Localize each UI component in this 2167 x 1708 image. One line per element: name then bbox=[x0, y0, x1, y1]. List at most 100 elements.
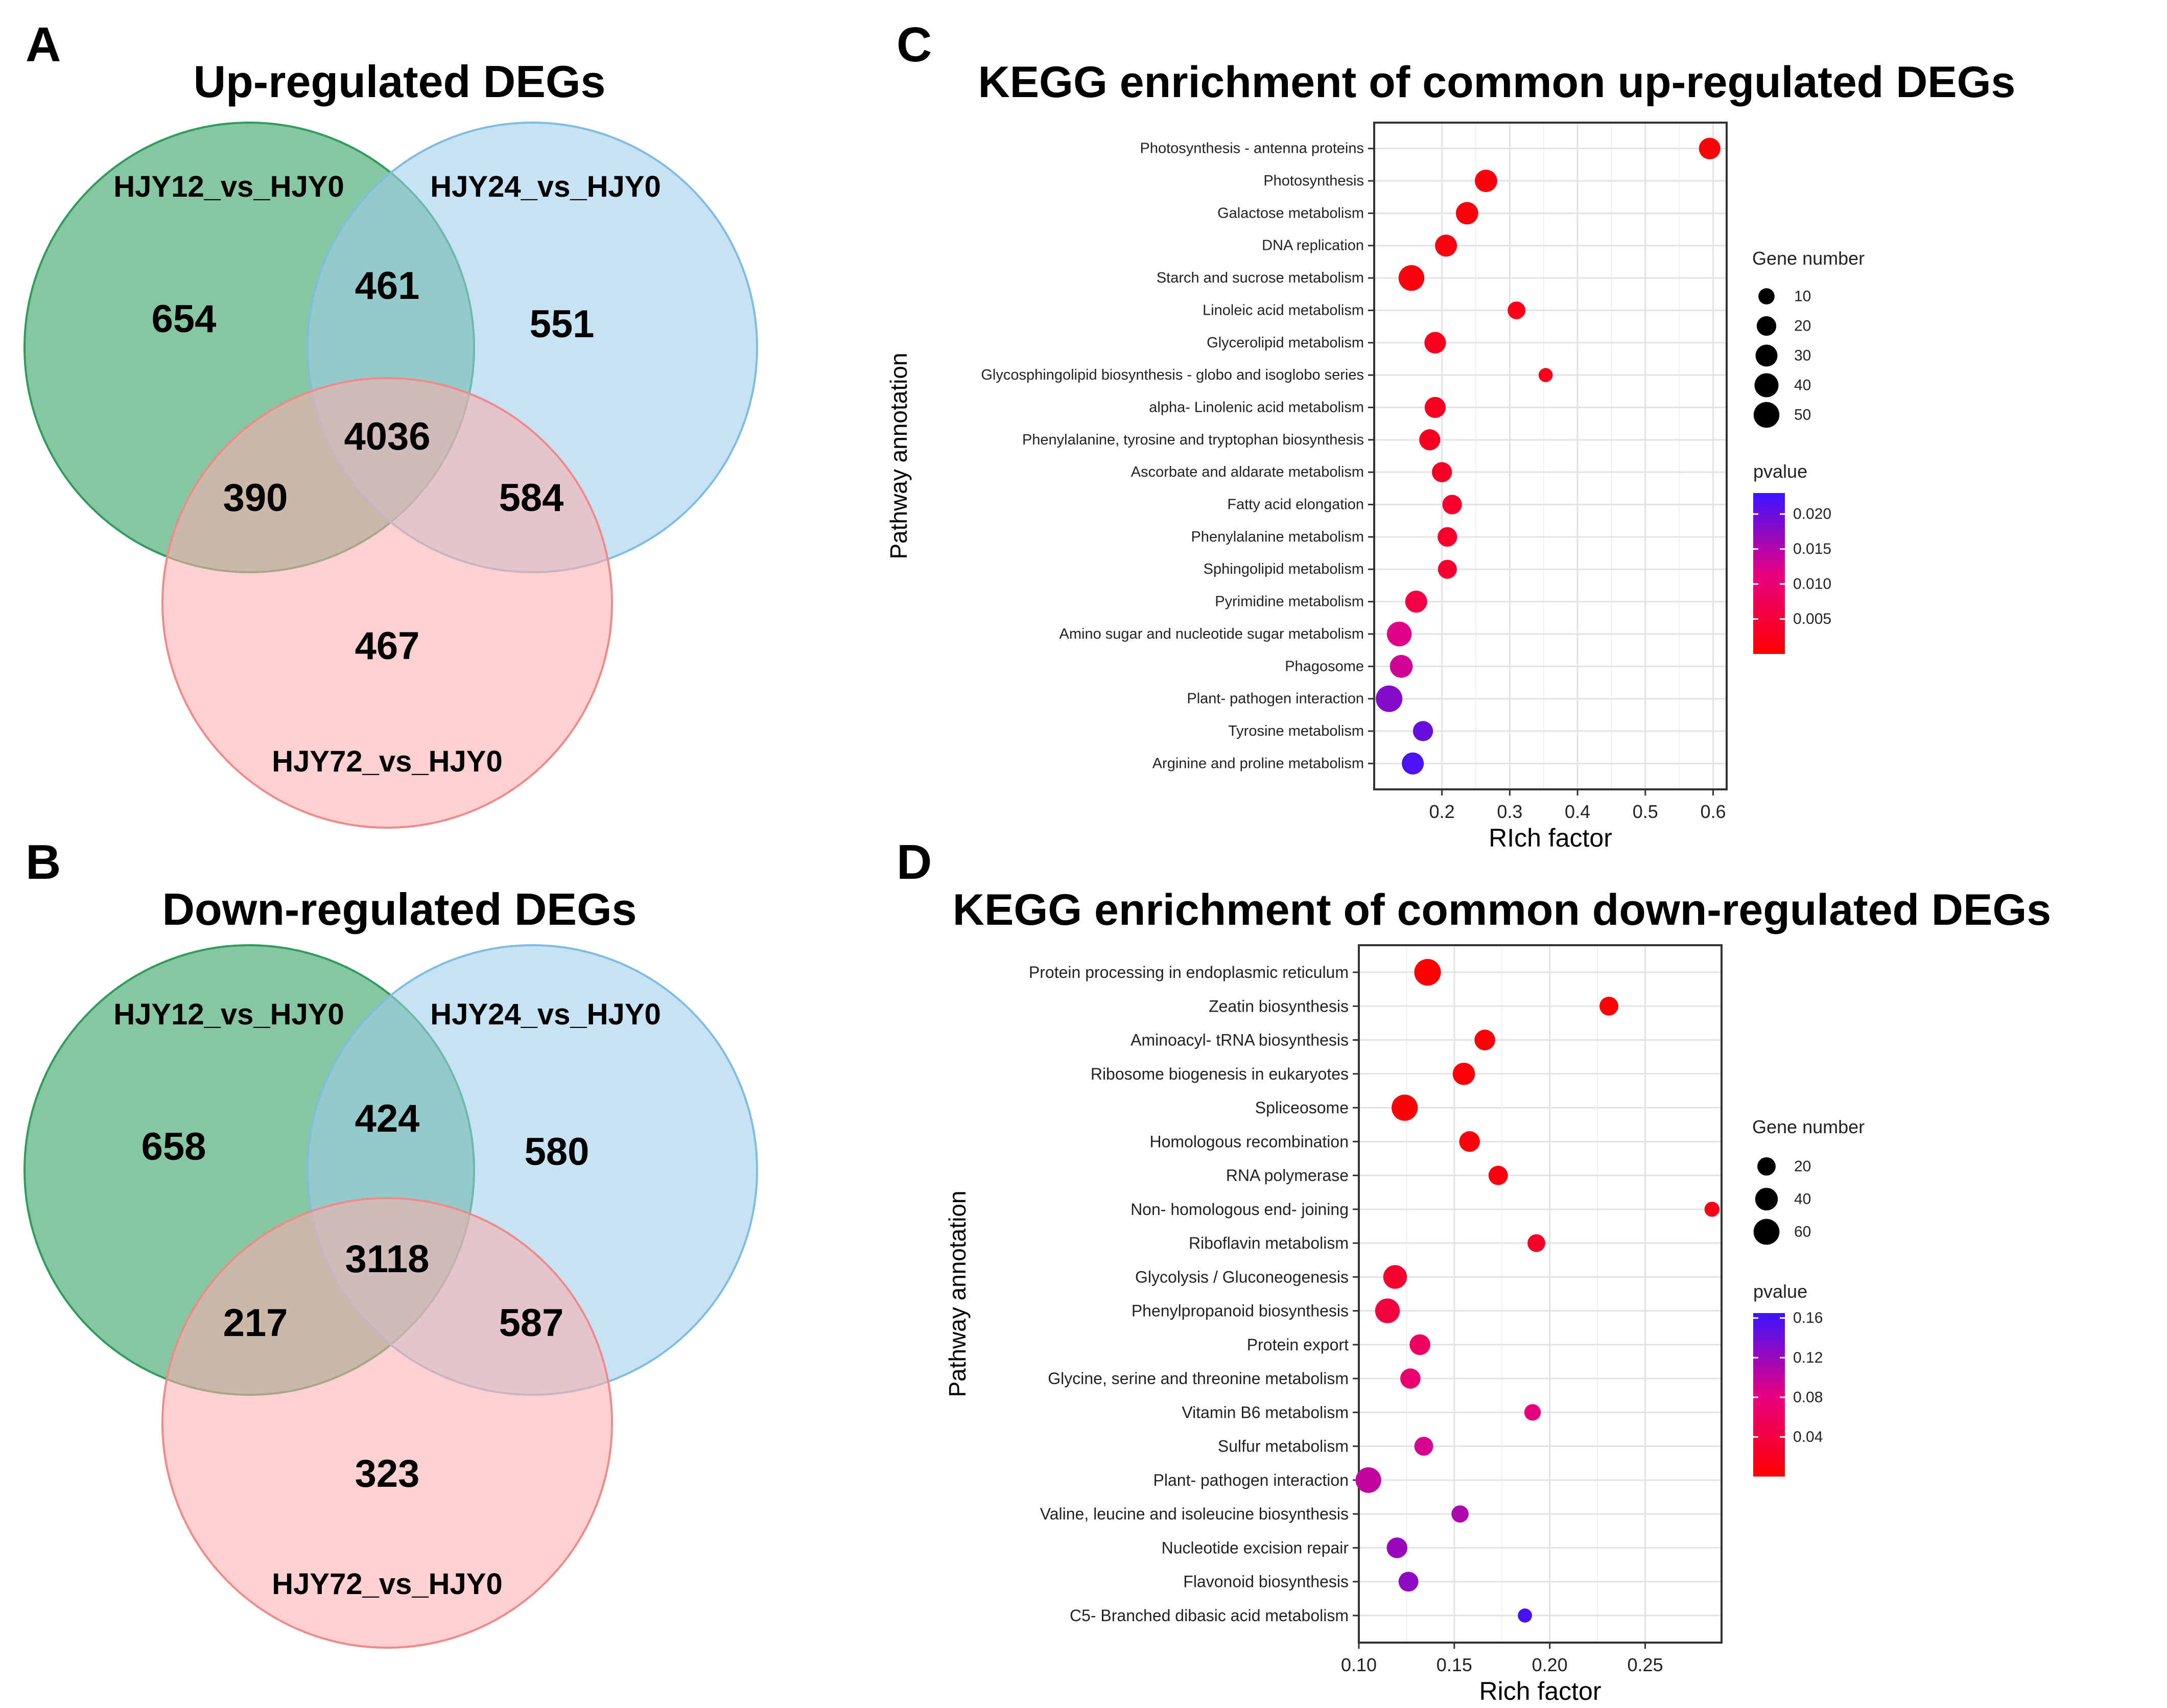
venn-count-only-24: 580 bbox=[525, 1130, 590, 1174]
data-point bbox=[1442, 495, 1462, 514]
y-tick-label: C5- Branched dibasic acid metabolism bbox=[1070, 1606, 1349, 1625]
y-tick-label: Glycolysis / Gluconeogenesis bbox=[1135, 1268, 1349, 1286]
y-tick-label: Galactose metabolism bbox=[1217, 205, 1364, 221]
venn-count-all: 4036 bbox=[344, 415, 430, 458]
x-tick-label: 0.3 bbox=[1497, 801, 1522, 822]
panel-c: C KEGG enrichment of common up-regulated … bbox=[885, 17, 2015, 852]
data-point bbox=[1375, 1298, 1400, 1323]
y-tick-label: Zeatin biosynthesis bbox=[1209, 997, 1349, 1015]
y-tick-label: Nucleotide excision repair bbox=[1162, 1538, 1349, 1557]
y-tick-label: Amino sugar and nucleotide sugar metabol… bbox=[1059, 626, 1364, 642]
data-point bbox=[1392, 1094, 1418, 1121]
data-point bbox=[1527, 1234, 1545, 1252]
y-tick-label: Protein processing in endoplasmic reticu… bbox=[1029, 963, 1349, 981]
data-point bbox=[1424, 332, 1446, 354]
venn-count-only-12: 654 bbox=[152, 297, 217, 341]
data-point bbox=[1538, 368, 1553, 382]
data-point bbox=[1435, 235, 1457, 257]
y-tick-label: Phenylpropanoid biosynthesis bbox=[1132, 1302, 1349, 1320]
x-tick-label: 0.25 bbox=[1627, 1654, 1663, 1675]
data-point bbox=[1488, 1165, 1508, 1185]
data-point bbox=[1405, 591, 1427, 613]
data-point bbox=[1376, 685, 1403, 712]
y-tick-label: RNA polymerase bbox=[1226, 1166, 1349, 1185]
venn-circle-3 bbox=[161, 377, 613, 829]
size-legend-dot bbox=[1754, 373, 1779, 397]
x-axis-label: RIch factor bbox=[1489, 824, 1612, 852]
venn-circle-3 bbox=[161, 1197, 613, 1649]
size-legend-dot bbox=[1755, 1187, 1778, 1211]
panel-b: B Down-regulated DEGs HJY12_vs_HJY0 HJY24_v… bbox=[23, 835, 758, 1649]
data-point bbox=[1383, 1265, 1407, 1289]
size-legend-dot bbox=[1755, 344, 1778, 367]
venn-set-label: HJY12_vs_HJY0 bbox=[113, 170, 344, 203]
venn-set-label: HJY24_vs_HJY0 bbox=[430, 998, 661, 1031]
data-point bbox=[1451, 1505, 1469, 1523]
data-point bbox=[1699, 137, 1721, 159]
venn-count-all: 3118 bbox=[345, 1237, 430, 1281]
panel-letter: A bbox=[26, 17, 61, 72]
data-point bbox=[1386, 1537, 1407, 1558]
data-point bbox=[1599, 996, 1618, 1016]
x-axis-label: Rich factor bbox=[1479, 1677, 1601, 1705]
venn-count-only-72: 323 bbox=[355, 1452, 420, 1495]
y-tick-label: Sphingolipid metabolism bbox=[1204, 561, 1364, 577]
x-tick-label: 0.4 bbox=[1565, 801, 1590, 822]
data-point bbox=[1355, 1467, 1381, 1493]
venn-count-12-24: 461 bbox=[355, 264, 420, 308]
x-tick-label: 0.6 bbox=[1700, 801, 1726, 822]
color-legend-label: 0.010 bbox=[1793, 576, 1831, 593]
y-tick-label: Starch and sucrose metabolism bbox=[1157, 270, 1364, 286]
size-legend-label: 10 bbox=[1794, 288, 1811, 305]
size-legend-dot bbox=[1757, 1157, 1776, 1176]
y-tick-label: Phenylalanine metabolism bbox=[1191, 529, 1364, 545]
size-legend-title: Gene number bbox=[1752, 248, 1865, 269]
y-tick-label: Protein export bbox=[1247, 1336, 1349, 1354]
venn-title: Up-regulated DEGs bbox=[194, 56, 606, 107]
panel-letter: D bbox=[897, 835, 932, 890]
y-tick-label: Phagosome bbox=[1285, 658, 1364, 674]
plot-background bbox=[1359, 945, 1722, 1643]
plot-background bbox=[1374, 123, 1727, 789]
y-tick-label: Phenylalanine, tyrosine and tryptophan b… bbox=[1022, 432, 1364, 448]
venn-set-label: HJY24_vs_HJY0 bbox=[430, 170, 661, 203]
data-point bbox=[1409, 1334, 1430, 1355]
panel-a: A Up-regulated DEGs HJY12_vs_HJY0 HJY24_vs_… bbox=[23, 17, 758, 829]
y-axis-label: Pathway annotation bbox=[944, 1190, 971, 1397]
data-point bbox=[1398, 1572, 1419, 1592]
color-legend-bar bbox=[1753, 493, 1785, 654]
panel-letter: B bbox=[26, 835, 61, 890]
color-legend-label: 0.005 bbox=[1793, 611, 1831, 627]
color-legend-label: 0.015 bbox=[1793, 541, 1831, 557]
y-tick-label: Non- homologous end- joining bbox=[1130, 1200, 1349, 1219]
x-tick-label: 0.20 bbox=[1532, 1654, 1568, 1675]
x-tick-label: 0.2 bbox=[1429, 801, 1455, 822]
data-point bbox=[1474, 1030, 1495, 1050]
y-tick-label: Glycine, serine and threonine metabolism bbox=[1048, 1369, 1349, 1388]
data-point bbox=[1438, 559, 1457, 579]
y-tick-label: Pyrimidine metabolism bbox=[1215, 594, 1364, 610]
plot-border bbox=[1358, 944, 1723, 1644]
size-legend-dot bbox=[1756, 316, 1777, 336]
y-tick-label: Glycosphingolipid biosynthesis - globo a… bbox=[981, 367, 1364, 383]
venn-count-24-72: 584 bbox=[499, 476, 564, 520]
data-point bbox=[1432, 462, 1452, 482]
color-legend-label: 0.12 bbox=[1793, 1349, 1823, 1366]
y-tick-label: Flavonoid biosynthesis bbox=[1183, 1573, 1349, 1591]
y-tick-label: Linoleic acid metabolism bbox=[1203, 302, 1364, 318]
data-point bbox=[1386, 621, 1412, 647]
venn-count-12-72: 217 bbox=[223, 1301, 288, 1345]
size-legend-title: Gene number bbox=[1752, 1116, 1865, 1137]
size-legend-dot bbox=[1753, 1219, 1780, 1245]
data-point bbox=[1452, 1062, 1475, 1085]
y-tick-label: DNA replication bbox=[1262, 238, 1364, 254]
data-point bbox=[1459, 1131, 1480, 1152]
y-tick-label: Ascorbate and aldarate metabolism bbox=[1131, 464, 1364, 480]
x-tick-label: 0.15 bbox=[1436, 1654, 1472, 1675]
data-point bbox=[1412, 721, 1433, 741]
color-legend-label: 0.020 bbox=[1793, 506, 1831, 523]
venn-title: Down-regulated DEGs bbox=[162, 884, 637, 934]
size-legend-label: 30 bbox=[1794, 347, 1811, 364]
data-point bbox=[1398, 265, 1425, 291]
